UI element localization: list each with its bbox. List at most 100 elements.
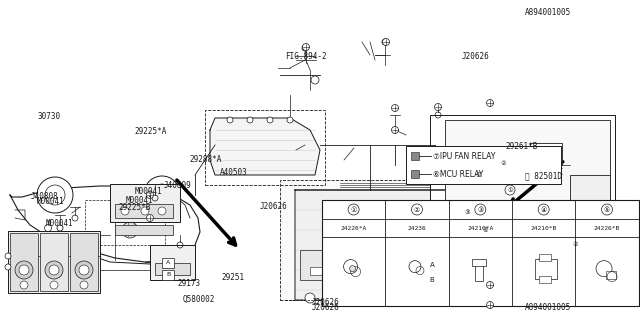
Circle shape	[602, 204, 612, 215]
Text: M00041: M00041	[125, 196, 153, 205]
Circle shape	[345, 293, 355, 303]
Bar	[110, 184, 180, 222]
Circle shape	[50, 281, 58, 289]
Bar	[430, 115, 615, 290]
Text: B: B	[429, 277, 435, 283]
Circle shape	[480, 225, 490, 235]
Text: ③: ③	[477, 206, 483, 212]
Bar	[310, 267, 325, 275]
Circle shape	[158, 207, 166, 215]
Bar	[115, 225, 173, 235]
Circle shape	[435, 103, 442, 110]
Text: ②: ②	[572, 243, 578, 247]
Bar	[322, 200, 639, 306]
Bar	[162, 270, 174, 280]
Polygon shape	[210, 118, 320, 175]
Circle shape	[475, 204, 486, 215]
Circle shape	[412, 204, 422, 215]
Bar	[426, 275, 439, 285]
Circle shape	[486, 100, 493, 107]
Circle shape	[349, 266, 356, 272]
Circle shape	[451, 231, 459, 239]
Circle shape	[303, 44, 310, 51]
Text: 29288*A: 29288*A	[189, 155, 222, 164]
Text: 29225*B: 29225*B	[118, 203, 151, 212]
Circle shape	[486, 301, 493, 308]
Text: J20626: J20626	[260, 202, 287, 211]
Circle shape	[473, 170, 483, 180]
Bar	[476, 260, 483, 281]
Circle shape	[305, 293, 315, 303]
Circle shape	[574, 204, 586, 216]
Circle shape	[570, 240, 580, 250]
Circle shape	[302, 45, 308, 51]
Bar	[8, 231, 100, 293]
Circle shape	[594, 204, 606, 216]
Circle shape	[79, 265, 89, 275]
Circle shape	[385, 293, 395, 303]
Bar	[426, 260, 439, 270]
Bar	[570, 175, 610, 230]
Text: 24210*B: 24210*B	[531, 226, 557, 231]
Text: A: A	[166, 260, 170, 266]
Text: ②: ②	[414, 206, 420, 212]
Circle shape	[365, 293, 375, 303]
Circle shape	[15, 261, 33, 279]
Bar	[205, 110, 325, 185]
Circle shape	[121, 207, 129, 215]
Circle shape	[57, 225, 63, 231]
Circle shape	[392, 126, 399, 133]
Circle shape	[247, 117, 253, 123]
Text: 24226*B: 24226*B	[594, 226, 620, 231]
Text: J40809: J40809	[163, 181, 191, 190]
Circle shape	[45, 261, 63, 279]
Circle shape	[447, 227, 463, 243]
Circle shape	[538, 204, 549, 215]
Circle shape	[451, 206, 459, 214]
Circle shape	[382, 39, 388, 45]
Circle shape	[19, 265, 29, 275]
Circle shape	[348, 204, 359, 215]
Text: M00041: M00041	[46, 220, 74, 228]
Bar	[530, 143, 562, 165]
Circle shape	[325, 293, 335, 303]
Circle shape	[147, 191, 154, 198]
Bar	[155, 263, 190, 275]
Text: B: B	[166, 273, 170, 277]
Bar	[534, 259, 557, 279]
Text: J20626: J20626	[462, 52, 490, 60]
Text: ④: ④	[482, 228, 488, 233]
Text: ⑤: ⑤	[604, 206, 610, 212]
Circle shape	[147, 214, 154, 221]
Text: ②: ②	[500, 161, 506, 165]
Circle shape	[451, 256, 459, 264]
Circle shape	[20, 281, 28, 289]
Text: ④: ④	[541, 206, 547, 212]
Circle shape	[227, 117, 233, 123]
Circle shape	[383, 38, 390, 45]
Text: 24226*A: 24226*A	[340, 226, 367, 231]
Circle shape	[462, 208, 472, 218]
Bar	[328, 267, 343, 275]
Text: ⑦IPU FAN RELAY: ⑦IPU FAN RELAY	[433, 151, 496, 161]
Circle shape	[451, 281, 459, 289]
Text: A: A	[429, 262, 435, 268]
Bar	[472, 259, 486, 266]
Text: ①: ①	[475, 172, 481, 178]
Bar	[445, 120, 610, 280]
Circle shape	[405, 293, 415, 303]
Circle shape	[75, 261, 93, 279]
Bar	[412, 170, 419, 178]
Text: Q580002: Q580002	[182, 295, 215, 304]
Bar	[280, 180, 490, 300]
Circle shape	[49, 265, 59, 275]
Text: M00041: M00041	[134, 188, 162, 196]
Circle shape	[141, 207, 149, 215]
Circle shape	[486, 282, 493, 289]
Bar	[606, 271, 616, 279]
Text: J40808: J40808	[31, 192, 58, 201]
Circle shape	[447, 252, 463, 268]
Text: J20626: J20626	[312, 303, 339, 312]
Circle shape	[445, 293, 455, 303]
Polygon shape	[295, 190, 480, 300]
